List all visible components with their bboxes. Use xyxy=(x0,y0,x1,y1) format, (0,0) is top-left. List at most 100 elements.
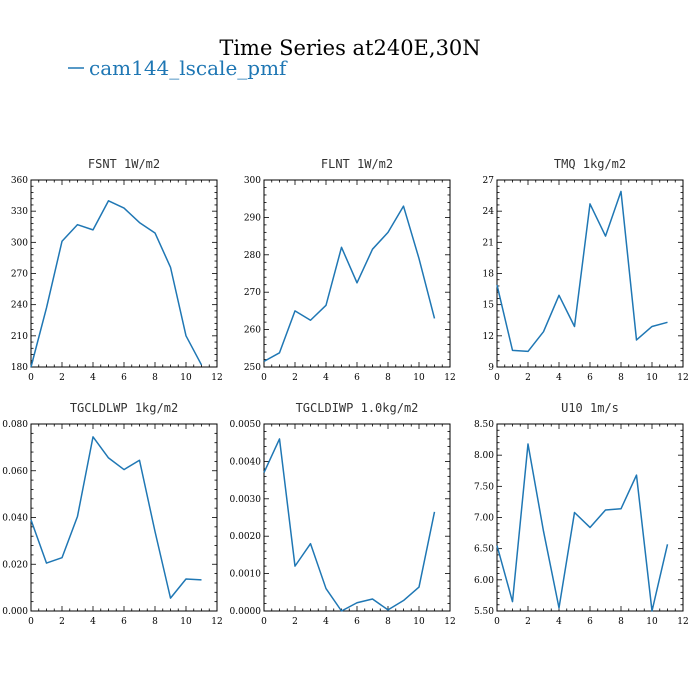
x-tick-label: 2 xyxy=(525,617,531,627)
y-tick-label: 180 xyxy=(11,363,28,373)
plot-frame xyxy=(496,423,684,612)
x-tick-label: 10 xyxy=(413,373,425,383)
x-tick-label: 2 xyxy=(59,373,65,383)
y-tick-label: 6.50 xyxy=(474,545,494,555)
panel-0: FSNT 1W/m2 0 2 4 6 8 10 12 180 210 240 270 300 330 360 xyxy=(11,157,223,383)
series-line-0 xyxy=(30,436,202,599)
x-tick-label: 4 xyxy=(323,617,329,627)
y-tick-label: 21 xyxy=(483,238,494,248)
y-tick-label: 27 xyxy=(483,176,495,186)
y-tick-label: 0.0000 xyxy=(230,607,262,617)
y-tick-label: 6.00 xyxy=(474,576,494,586)
plot-frame xyxy=(30,423,218,612)
y-tick-label: 260 xyxy=(244,326,261,336)
x-tick-label: 2 xyxy=(292,617,298,627)
y-tick-label: 0.0050 xyxy=(230,420,262,430)
x-tick-label: 12 xyxy=(444,617,455,627)
panel-title: U10 1m/s xyxy=(561,401,619,415)
y-tick-label: 18 xyxy=(483,270,495,280)
y-tick-label: 270 xyxy=(11,270,28,280)
x-tick-label: 12 xyxy=(444,373,455,383)
y-tick-label: 210 xyxy=(11,332,28,342)
panel-5: U10 1m/s 0 2 4 6 8 10 12 5.50 6.00 6.50 7.00 7.50 8.0… xyxy=(474,401,689,627)
plot-frame xyxy=(263,423,451,612)
x-tick-label: 10 xyxy=(180,373,192,383)
panels: FSNT 1W/m20 2 4 6 8 10 12180210240270300330360… xyxy=(2,157,688,627)
y-tick-label: 0.0020 xyxy=(230,532,262,542)
x-tick-label: 2 xyxy=(59,617,65,627)
y-tick-label: 250 xyxy=(244,363,261,373)
y-tick-label: 12 xyxy=(483,332,494,342)
x-tick-label: 12 xyxy=(211,617,222,627)
x-tick-label: 12 xyxy=(677,373,688,383)
figure-title: Time Series at240E,30N xyxy=(219,36,480,60)
y-tick-label: 270 xyxy=(244,288,261,298)
x-tick-label: 2 xyxy=(525,373,531,383)
y-tick-label: 7.50 xyxy=(474,482,494,492)
x-tick-label: 6 xyxy=(354,373,360,383)
x-tick-label: 0 xyxy=(494,373,500,383)
x-tick-label: 6 xyxy=(587,617,593,627)
y-tick-label: 360 xyxy=(11,176,28,186)
x-tick-label: 8 xyxy=(385,617,391,627)
y-tick-label: 8.50 xyxy=(474,420,494,430)
series-line-0 xyxy=(496,190,668,353)
x-tick-label: 8 xyxy=(152,617,158,627)
x-tick-label: 8 xyxy=(618,617,624,627)
y-tick-label: 5.50 xyxy=(474,607,494,617)
y-tick-label: 300 xyxy=(11,238,28,248)
panel-title: TGCLDLWP 1kg/m2 xyxy=(70,401,178,415)
x-tick-label: 8 xyxy=(152,373,158,383)
legend-label: cam144_lscale_pmf xyxy=(89,56,288,80)
x-tick-label: 4 xyxy=(90,373,96,383)
y-tick-label: 240 xyxy=(11,301,28,311)
y-tick-label: 290 xyxy=(244,213,261,223)
legend: cam144_lscale_pmf xyxy=(68,56,288,80)
x-tick-label: 10 xyxy=(413,617,425,627)
x-tick-label: 2 xyxy=(292,373,298,383)
panel-3: TGCLDLWP 1kg/m2 0 2 4 6 8 10 12 0.000 0.020 0.040 0… xyxy=(2,401,222,627)
x-tick-label: 6 xyxy=(587,373,593,383)
panel-title: FLNT 1W/m2 xyxy=(321,157,393,171)
panel-title: TGCLDIWP 1.0kg/m2 xyxy=(296,401,419,415)
y-tick-label: 330 xyxy=(11,207,28,217)
y-tick-label: 24 xyxy=(483,207,495,217)
series-line-0 xyxy=(30,200,203,368)
panel-1: FLNT 1W/m2 0 2 4 6 8 10 12 250 260 270 280 290 300 xyxy=(244,157,456,383)
y-tick-label: 0.0030 xyxy=(230,495,262,505)
x-tick-label: 10 xyxy=(646,373,658,383)
y-tick-label: 0.040 xyxy=(2,514,28,524)
x-tick-label: 0 xyxy=(28,617,34,627)
y-tick-label: 15 xyxy=(483,301,495,311)
series-line-0 xyxy=(496,443,669,612)
y-tick-label: 9 xyxy=(488,363,494,373)
y-tick-label: 300 xyxy=(244,176,261,186)
y-tick-label: 0.060 xyxy=(2,467,28,477)
x-tick-label: 0 xyxy=(261,617,267,627)
x-tick-label: 10 xyxy=(180,617,192,627)
x-tick-label: 0 xyxy=(28,373,34,383)
series-line-0 xyxy=(263,438,436,612)
panel-title: FSNT 1W/m2 xyxy=(88,157,160,171)
x-tick-label: 8 xyxy=(385,373,391,383)
x-tick-label: 6 xyxy=(354,617,360,627)
x-tick-label: 8 xyxy=(618,373,624,383)
x-tick-label: 0 xyxy=(494,617,500,627)
x-tick-label: 0 xyxy=(261,373,267,383)
y-tick-label: 0.0010 xyxy=(230,570,262,580)
plot-frame xyxy=(263,179,451,368)
y-tick-label: 0.0040 xyxy=(230,457,262,467)
panel-title: TMQ 1kg/m2 xyxy=(554,157,626,171)
y-tick-label: 0.020 xyxy=(2,560,28,570)
y-tick-label: 0.000 xyxy=(2,607,28,617)
x-tick-label: 6 xyxy=(121,617,127,627)
x-tick-label: 6 xyxy=(121,373,127,383)
panel-4: TGCLDIWP 1.0kg/m2 0 2 4 6 8 10 12 0.0000 0.0010 0.… xyxy=(230,401,456,627)
x-tick-label: 12 xyxy=(211,373,222,383)
x-tick-label: 12 xyxy=(677,617,688,627)
x-tick-label: 4 xyxy=(556,617,562,627)
x-tick-label: 4 xyxy=(556,373,562,383)
y-tick-label: 0.080 xyxy=(2,420,28,430)
